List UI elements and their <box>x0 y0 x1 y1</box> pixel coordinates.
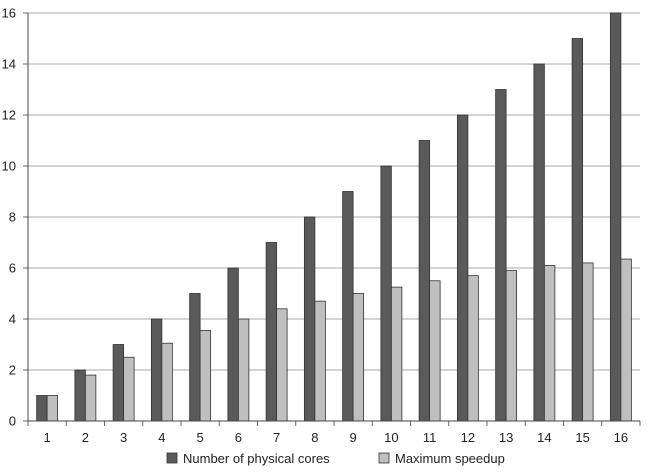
bar-maximum-speedup <box>161 342 173 422</box>
x-tick-label: 3 <box>120 430 127 445</box>
x-tick-label: 6 <box>235 430 242 445</box>
y-tick-label: 12 <box>2 108 16 123</box>
bar-physical-cores <box>456 114 469 422</box>
bar-physical-cores <box>571 38 584 422</box>
bar-physical-cores <box>265 242 278 422</box>
bar-maximum-speedup <box>199 330 212 422</box>
bar-maximum-speedup <box>543 265 556 422</box>
bar-maximum-speedup <box>505 270 518 422</box>
bar-physical-cores <box>533 63 545 422</box>
bar-maximum-speedup <box>467 275 479 422</box>
bar-maximum-speedup <box>84 374 97 422</box>
bar-physical-cores <box>609 12 622 422</box>
x-tick-label: 9 <box>350 430 357 445</box>
bar-physical-cores <box>227 267 239 422</box>
bar-maximum-speedup <box>582 262 594 422</box>
bar-physical-cores <box>150 318 163 422</box>
y-tick-label: 0 <box>9 414 16 429</box>
bar-maximum-speedup <box>390 286 403 422</box>
x-tick-label: 4 <box>158 430 165 445</box>
y-tick-label: 14 <box>2 57 16 72</box>
y-tick-label: 8 <box>9 210 16 225</box>
legend: Number of physical cores Maximum speedup <box>166 451 505 466</box>
bar-physical-cores <box>36 395 48 422</box>
bar-maximum-speedup <box>46 395 59 422</box>
y-tick-label: 6 <box>9 261 16 276</box>
bar-physical-cores <box>189 293 201 422</box>
x-tick-label: 16 <box>614 430 628 445</box>
axes <box>23 12 640 422</box>
bar-physical-cores <box>74 369 86 422</box>
bar-maximum-speedup <box>352 293 365 422</box>
x-tick-label: 10 <box>384 430 398 445</box>
x-tick-label: 11 <box>423 430 437 445</box>
bar-physical-cores <box>342 191 354 422</box>
x-tick-label: 13 <box>499 430 513 445</box>
y-tick-label: 4 <box>9 312 16 327</box>
bar-physical-cores <box>495 89 507 422</box>
legend-label-cores: Number of physical cores <box>183 451 330 466</box>
bar-maximum-speedup <box>276 308 288 422</box>
x-tick-label: 15 <box>575 430 589 445</box>
y-tick-label: 10 <box>2 159 16 174</box>
x-axis-ticks: 1 2 3 4 5 6 7 8 9 10 11 12 13 14 15 16 <box>27 421 641 445</box>
x-tick-label: 5 <box>197 430 204 445</box>
bar-physical-cores <box>418 140 431 422</box>
bar-maximum-speedup <box>123 356 135 422</box>
bar-physical-cores <box>380 165 392 422</box>
x-tick-label: 8 <box>311 430 318 445</box>
x-tick-label: 1 <box>44 430 51 445</box>
y-axis-ticks: 0 2 4 6 8 10 12 14 16 <box>2 6 16 429</box>
bar-physical-cores <box>303 216 316 422</box>
bar-maximum-speedup <box>314 300 326 422</box>
legend-swatch-speedup <box>378 452 390 464</box>
x-tick-label: 7 <box>273 430 280 445</box>
x-tick-label: 14 <box>537 430 551 445</box>
y-tick-label: 2 <box>9 363 16 378</box>
legend-swatch-cores <box>166 452 178 464</box>
x-tick-label: 12 <box>461 430 475 445</box>
y-tick-label: 16 <box>2 6 16 21</box>
grid-lines <box>28 12 640 371</box>
legend-label-speedup: Maximum speedup <box>395 451 505 466</box>
bar-maximum-speedup <box>429 280 441 422</box>
bar-maximum-speedup <box>237 318 250 422</box>
bar-physical-cores <box>112 344 125 422</box>
x-tick-label: 2 <box>82 430 89 445</box>
bar-maximum-speedup <box>620 258 632 422</box>
